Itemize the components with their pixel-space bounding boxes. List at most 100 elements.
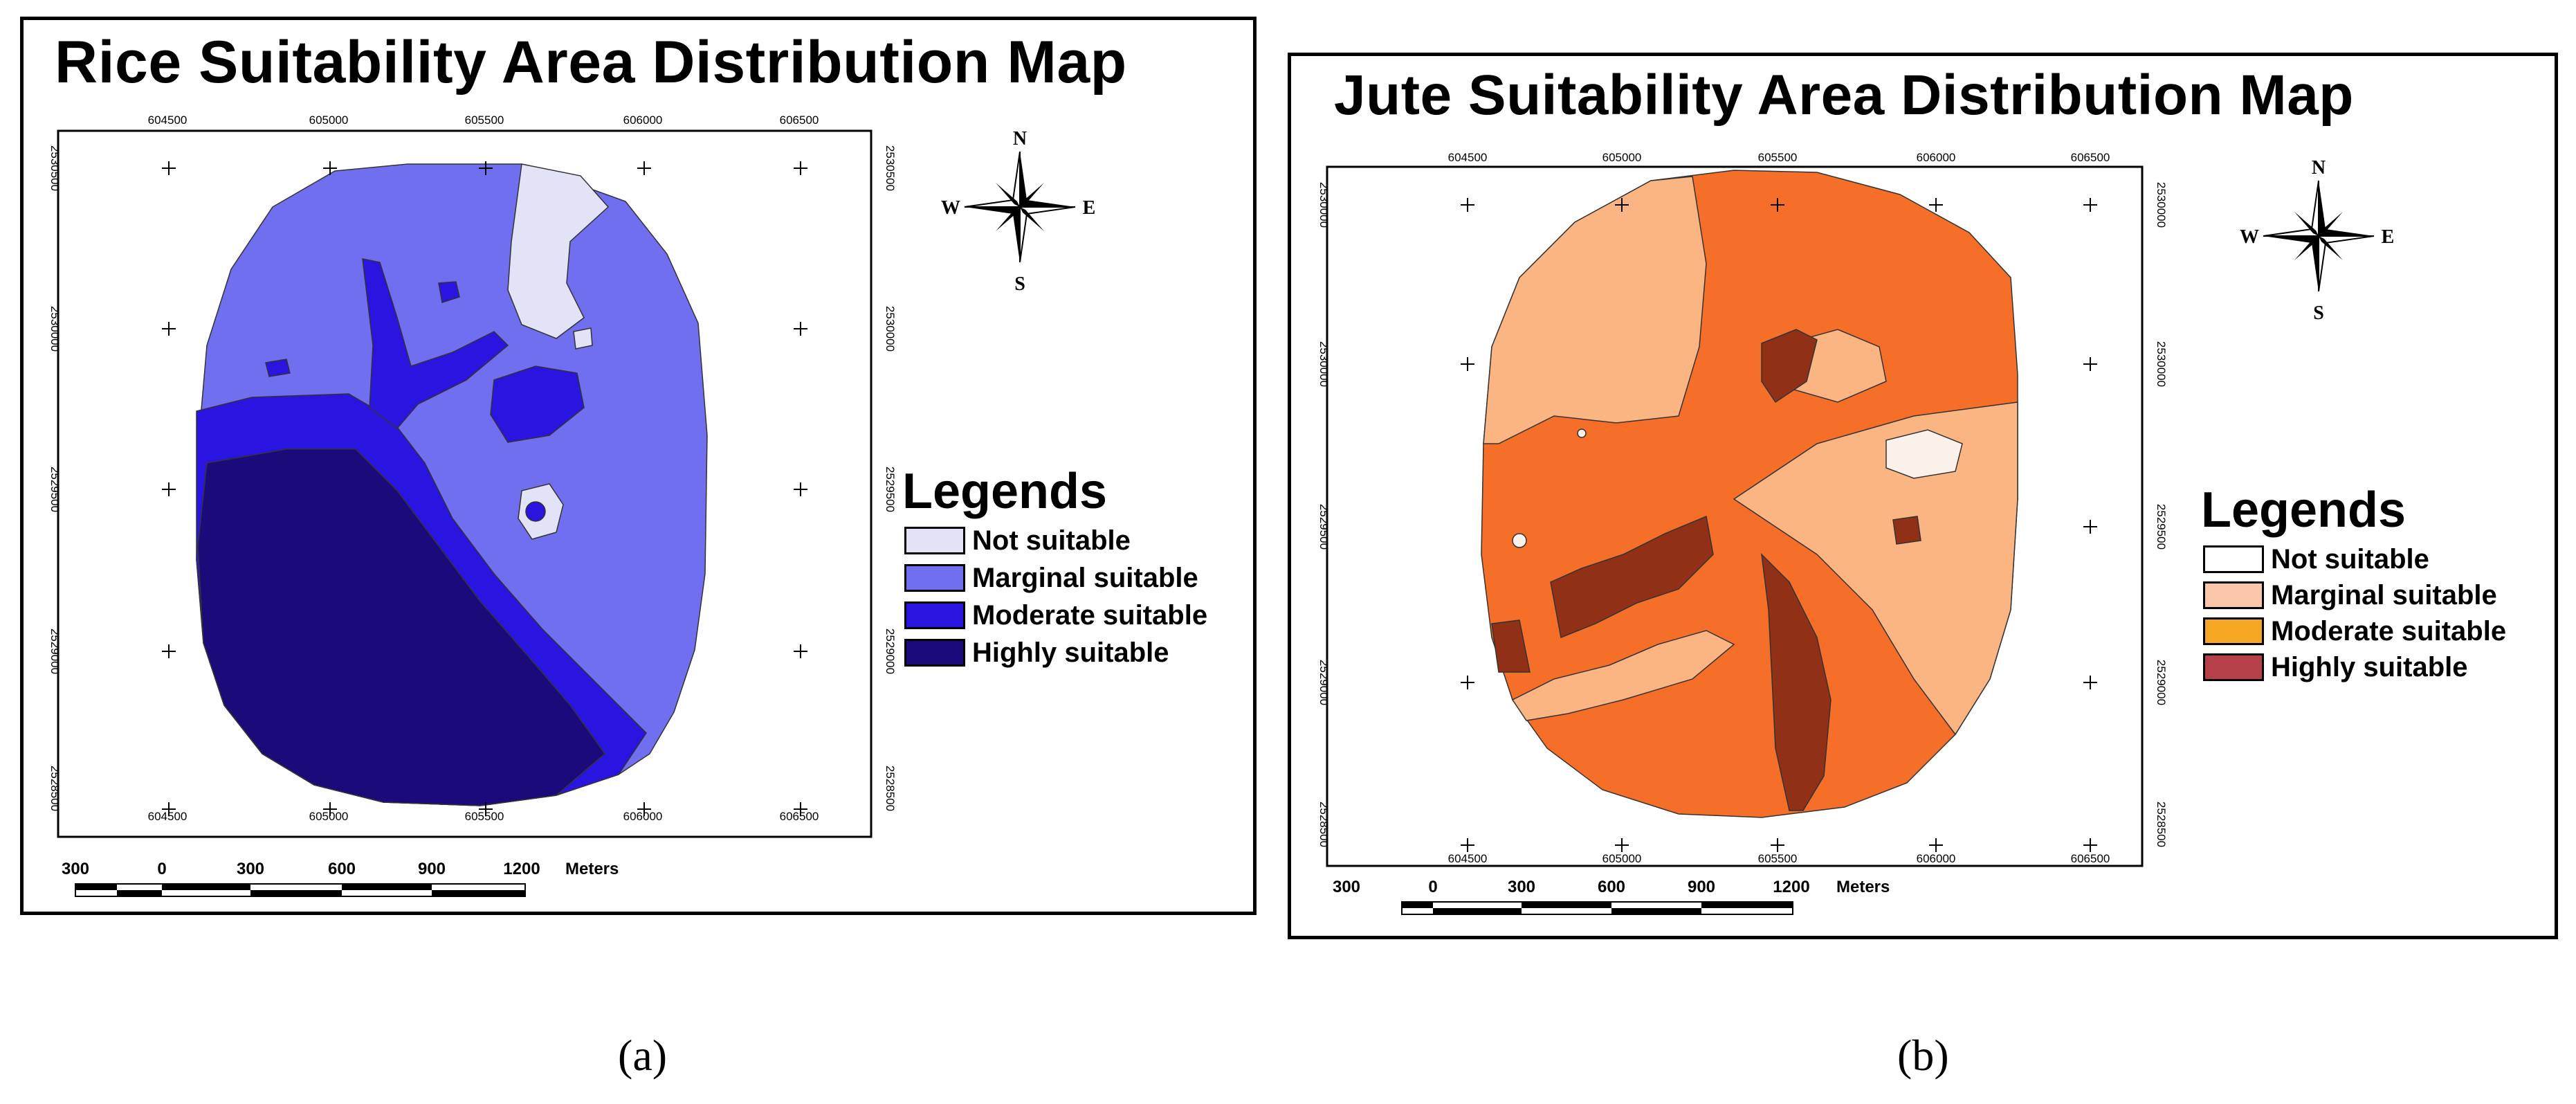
rice-y-tick: 2530000 xyxy=(884,306,897,352)
rice-moderate-patch xyxy=(265,359,291,377)
rice-suitability-zones xyxy=(196,163,708,806)
rice-grid-crosses xyxy=(162,161,807,816)
scale-label: 900 xyxy=(418,860,446,878)
rice-x-axis-top: 604500 605000 605500 606000 606500 xyxy=(148,114,819,127)
rice-x-tick: 605000 xyxy=(309,810,349,823)
rice-legend-item: Not suitable xyxy=(904,525,1131,556)
jute-y-tick: 2529500 xyxy=(1317,504,1331,550)
legend-swatch xyxy=(904,639,965,667)
jute-legend-item: Highly suitable xyxy=(2203,652,2468,682)
rice-y-axis-left: 2530500 2530000 2529500 2529000 2528500 xyxy=(48,145,62,811)
jute-dark-zone xyxy=(1761,329,1818,404)
jute-white-zone xyxy=(1885,429,1963,479)
jute-dark-zone xyxy=(1760,552,1831,811)
jute-dark-zone xyxy=(1892,516,1921,545)
jute-x-tick: 605500 xyxy=(1758,852,1798,865)
scale-label: 300 xyxy=(1333,878,1360,896)
scale-label: 600 xyxy=(1598,878,1625,896)
rice-not-suitable-zone xyxy=(507,163,610,339)
scale-label: 900 xyxy=(1688,878,1715,896)
legend-label: Moderate suitable xyxy=(2271,615,2507,646)
rice-moderate-patch xyxy=(490,365,585,443)
jute-y-tick: 2529000 xyxy=(1317,660,1331,705)
rice-x-tick: 606500 xyxy=(780,810,819,823)
jute-x-tick: 605000 xyxy=(1602,852,1642,865)
jute-x-tick: 606500 xyxy=(2071,151,2110,164)
jute-legend-item: Marginal suitable xyxy=(2203,580,2497,610)
jute-light-zone xyxy=(1483,176,1707,444)
scale-label: 300 xyxy=(237,860,264,878)
rice-legend-title: Legends xyxy=(902,464,1108,519)
jute-dark-zone xyxy=(1491,619,1531,673)
rice-y-tick: 2529500 xyxy=(48,467,62,512)
jute-x-tick: 606000 xyxy=(1917,151,1956,164)
rice-legend-item: Marginal suitable xyxy=(904,563,1198,593)
jute-y-tick: 2528500 xyxy=(1317,802,1331,847)
rice-y-tick: 2530500 xyxy=(48,145,62,191)
scale-label: 1200 xyxy=(503,860,540,878)
rice-moderate-patch xyxy=(438,281,460,303)
jute-grid-crosses xyxy=(1461,198,2097,852)
rice-y-tick: 2529500 xyxy=(884,467,897,512)
jute-map-figure: 604500 605000 605500 606000 606500 60450… xyxy=(1317,151,2395,915)
legend-swatch xyxy=(904,601,965,629)
compass-south: S xyxy=(1014,273,1025,295)
legend-label: Not suitable xyxy=(2271,543,2429,574)
rice-y-tick: 2528500 xyxy=(48,766,62,811)
rice-y-tick: 2528500 xyxy=(884,766,897,811)
compass-east: E xyxy=(2382,226,2395,248)
legend-swatch xyxy=(2203,653,2264,681)
jute-suitability-zones xyxy=(1481,170,2018,818)
scale-label: 0 xyxy=(157,860,166,878)
legend-label: Moderate suitable xyxy=(972,599,1208,631)
jute-light-zone xyxy=(1733,401,2018,736)
rice-x-tick: 605500 xyxy=(465,114,504,127)
legend-swatch xyxy=(2203,545,2264,573)
compass-west: W xyxy=(941,197,960,219)
compass-west: W xyxy=(2240,226,2259,248)
jute-x-tick: 604500 xyxy=(1448,151,1488,164)
jute-x-tick: 606500 xyxy=(2071,852,2110,865)
rice-compass-icon: N S E W xyxy=(941,128,1095,295)
rice-x-tick: 605500 xyxy=(465,810,504,823)
jute-x-tick: 606000 xyxy=(1917,852,1956,865)
rice-y-axis-right: 2530500 2530000 2529500 2529000 2528500 xyxy=(884,145,897,811)
compass-north: N xyxy=(2312,157,2326,179)
rice-x-tick: 604500 xyxy=(148,114,188,127)
scale-label: 300 xyxy=(62,860,89,878)
caption-a: (a) xyxy=(618,1031,668,1080)
jute-map-title: Jute Suitability Area Distribution Map xyxy=(1334,64,2354,127)
rice-scale-bar: 300 0 300 600 900 1200 Meters xyxy=(62,860,619,897)
legend-label: Highly suitable xyxy=(2271,651,2468,682)
jute-light-zone xyxy=(1511,630,1735,721)
legend-swatch xyxy=(904,527,965,554)
rice-highly-zone xyxy=(197,449,606,806)
caption-b: (b) xyxy=(1897,1031,1949,1080)
rice-x-axis-bottom: 604500 605000 605500 606000 606500 xyxy=(148,810,819,823)
scale-label: 300 xyxy=(1508,878,1535,896)
rice-x-tick: 606000 xyxy=(623,810,663,823)
compass-south: S xyxy=(2313,302,2324,324)
jute-y-tick: 2530000 xyxy=(2155,341,2168,387)
jute-y-axis-left: 2530000 2530000 2529500 2529000 2528500 xyxy=(1317,182,1331,847)
jute-y-tick: 2529000 xyxy=(2155,660,2168,705)
compass-north: N xyxy=(1013,128,1027,150)
legend-swatch xyxy=(904,564,965,592)
compass-east: E xyxy=(1083,197,1096,219)
jute-x-tick: 605500 xyxy=(1758,151,1798,164)
rice-x-tick: 604500 xyxy=(148,810,188,823)
jute-x-tick: 605000 xyxy=(1602,151,1642,164)
jute-legend-item: Moderate suitable xyxy=(2203,616,2506,646)
jute-map-panel: Jute Suitability Area Distribution Map 6… xyxy=(1288,53,2558,939)
jute-y-tick: 2530000 xyxy=(1317,182,1331,228)
rice-x-tick: 606500 xyxy=(780,114,819,127)
rice-map-frame xyxy=(57,129,873,838)
jute-map-frame xyxy=(1326,165,2144,867)
legend-label: Not suitable xyxy=(972,525,1131,556)
jute-scale-bar: 300 0 300 600 900 1200 Meters xyxy=(1333,878,1890,915)
rice-map-panel: Rice Suitability Area Distribution Map 6… xyxy=(20,17,1257,915)
jute-y-tick: 2529500 xyxy=(2155,504,2168,550)
rice-not-suitable-patch xyxy=(573,327,593,350)
rice-y-tick: 2529000 xyxy=(48,628,62,674)
rice-moderate-channel xyxy=(362,258,509,430)
